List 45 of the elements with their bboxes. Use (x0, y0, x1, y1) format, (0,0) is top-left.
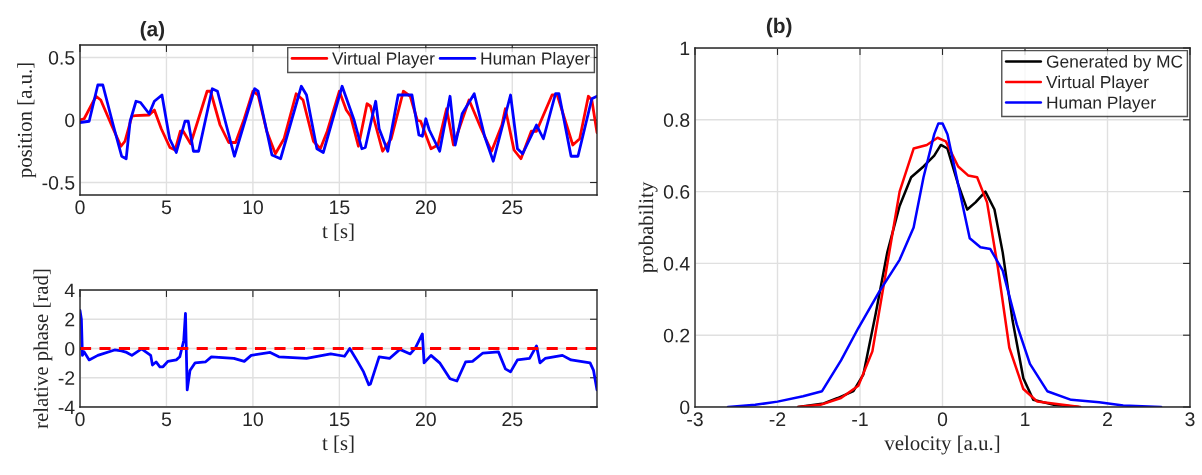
y-tick-label: 0.4 (663, 256, 690, 271)
x-tick-label: 5 (161, 200, 172, 215)
x-tick-label: 25 (502, 412, 523, 427)
y-tick-label: 0.5 (48, 50, 75, 65)
x-axis-title: velocity [a.u.] (884, 435, 1000, 455)
y-tick-label: 1 (680, 41, 690, 56)
x-tick-label: -1 (852, 412, 868, 426)
y-axis-title: position [a.u.] (17, 63, 37, 178)
x-tick-label: 15 (330, 412, 350, 427)
x-tick-label: 25 (502, 200, 523, 215)
legend-label: Human Player (481, 51, 590, 69)
y-tick-label: 0.8 (663, 113, 690, 128)
y-tick-label: 4 (64, 283, 75, 298)
line-series (80, 309, 597, 392)
x-tick-label: -2 (769, 412, 786, 426)
chart-title: (a) (140, 21, 165, 41)
x-tick-label: 20 (415, 412, 436, 427)
x-axis-title: t [s] (322, 223, 354, 241)
x-axis-title: t [s] (322, 435, 354, 453)
x-tick-label: 5 (161, 412, 172, 427)
x-tick-label: 0 (75, 200, 85, 215)
x-tick-label: 1 (1021, 412, 1030, 426)
legend-label: Generated by MC (1046, 54, 1183, 72)
x-tick-label: 20 (415, 200, 436, 215)
legend-label: Virtual Player (1046, 75, 1149, 92)
x-tick-label: 10 (243, 200, 263, 215)
chart-title: (b) (766, 17, 792, 38)
y-axis-title: relative phase [rad] (33, 269, 53, 429)
legend-label: Human Player (1047, 95, 1156, 113)
x-tick-label: 10 (243, 412, 263, 427)
y-tick-label: -2 (58, 371, 75, 385)
x-tick-label: 3 (1185, 412, 1195, 427)
y-tick-label: 0 (65, 341, 75, 356)
y-axis-title: probability (638, 181, 658, 273)
x-tick-label: 15 (330, 200, 350, 215)
y-tick-label: -0.5 (42, 175, 75, 190)
y-tick-label: 0.6 (663, 185, 690, 199)
y-tick-label: 2 (65, 312, 75, 327)
x-tick-label: 2 (1103, 412, 1112, 426)
x-tick-label: 0 (75, 412, 85, 427)
x-tick-label: 0 (937, 412, 948, 427)
y-tick-label: 0 (65, 113, 75, 128)
y-tick-label: 0.2 (663, 328, 690, 343)
legend-label: Virtual Player (332, 51, 435, 69)
y-tick-label: -4 (58, 400, 75, 415)
